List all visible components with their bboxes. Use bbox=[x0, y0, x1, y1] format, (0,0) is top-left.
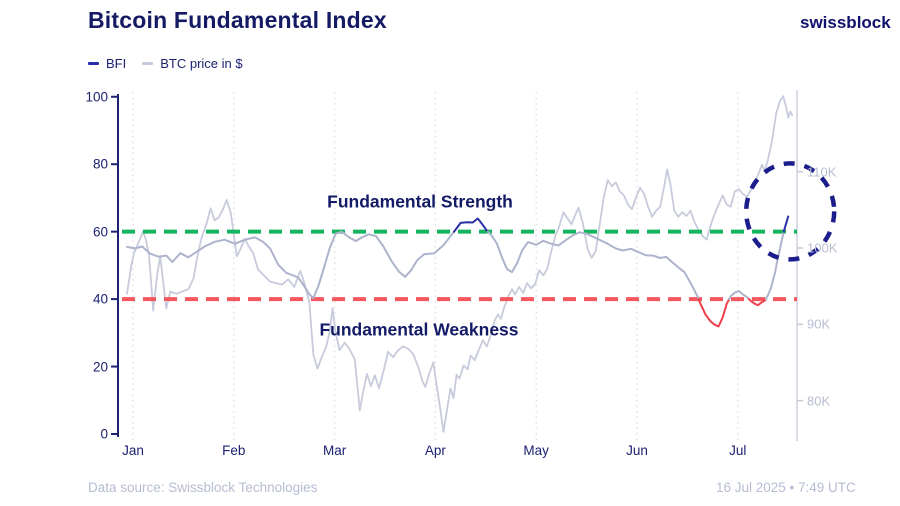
y-left-tick-40: 40 bbox=[92, 291, 108, 307]
data-source-note: Data source: Swissblock Technologies bbox=[88, 480, 318, 495]
y-left-tick-80: 80 bbox=[92, 156, 108, 172]
page-title: Bitcoin Fundamental Index bbox=[88, 7, 387, 33]
x-tick-jan: Jan bbox=[122, 443, 144, 458]
x-tick-mar: Mar bbox=[322, 443, 347, 458]
bfi-line-swatch-icon bbox=[88, 62, 99, 65]
fundamental-weakness-label: Fundamental Weakness bbox=[319, 319, 519, 340]
legend-item-bfi: BFI bbox=[88, 56, 126, 71]
legend-label-bfi: BFI bbox=[106, 56, 127, 71]
x-tick-jun: Jun bbox=[626, 443, 648, 458]
y-right-tick-90k: 90K bbox=[807, 316, 831, 332]
fundamental-strength-label: Fundamental Strength bbox=[327, 191, 513, 212]
y-right-tick-100k: 100K bbox=[807, 240, 838, 256]
timestamp: 16 Jul 2025 • 7:49 UTC bbox=[716, 480, 856, 495]
x-tick-jul: Jul bbox=[729, 443, 747, 458]
y-left-tick-20: 20 bbox=[92, 359, 108, 375]
x-tick-may: May bbox=[523, 443, 549, 458]
x-tick-apr: Apr bbox=[424, 443, 446, 458]
chart-legend: BFI BTC price in $ bbox=[88, 56, 243, 71]
y-left-tick-100: 100 bbox=[85, 89, 108, 105]
y-left-tick-60: 60 bbox=[92, 224, 108, 240]
y-right-tick-80k: 80K bbox=[807, 393, 831, 409]
x-tick-feb: Feb bbox=[222, 443, 246, 458]
y-right-tick-110k: 110K bbox=[807, 164, 837, 180]
btc-line-swatch-icon bbox=[142, 62, 154, 65]
highlight-circle-annotation bbox=[743, 161, 837, 262]
legend-label-btc: BTC price in $ bbox=[160, 56, 243, 71]
y-left-tick-0: 0 bbox=[100, 426, 108, 442]
legend-item-btc: BTC price in $ bbox=[142, 56, 243, 71]
swissblock-logo: swissblock bbox=[800, 13, 891, 32]
